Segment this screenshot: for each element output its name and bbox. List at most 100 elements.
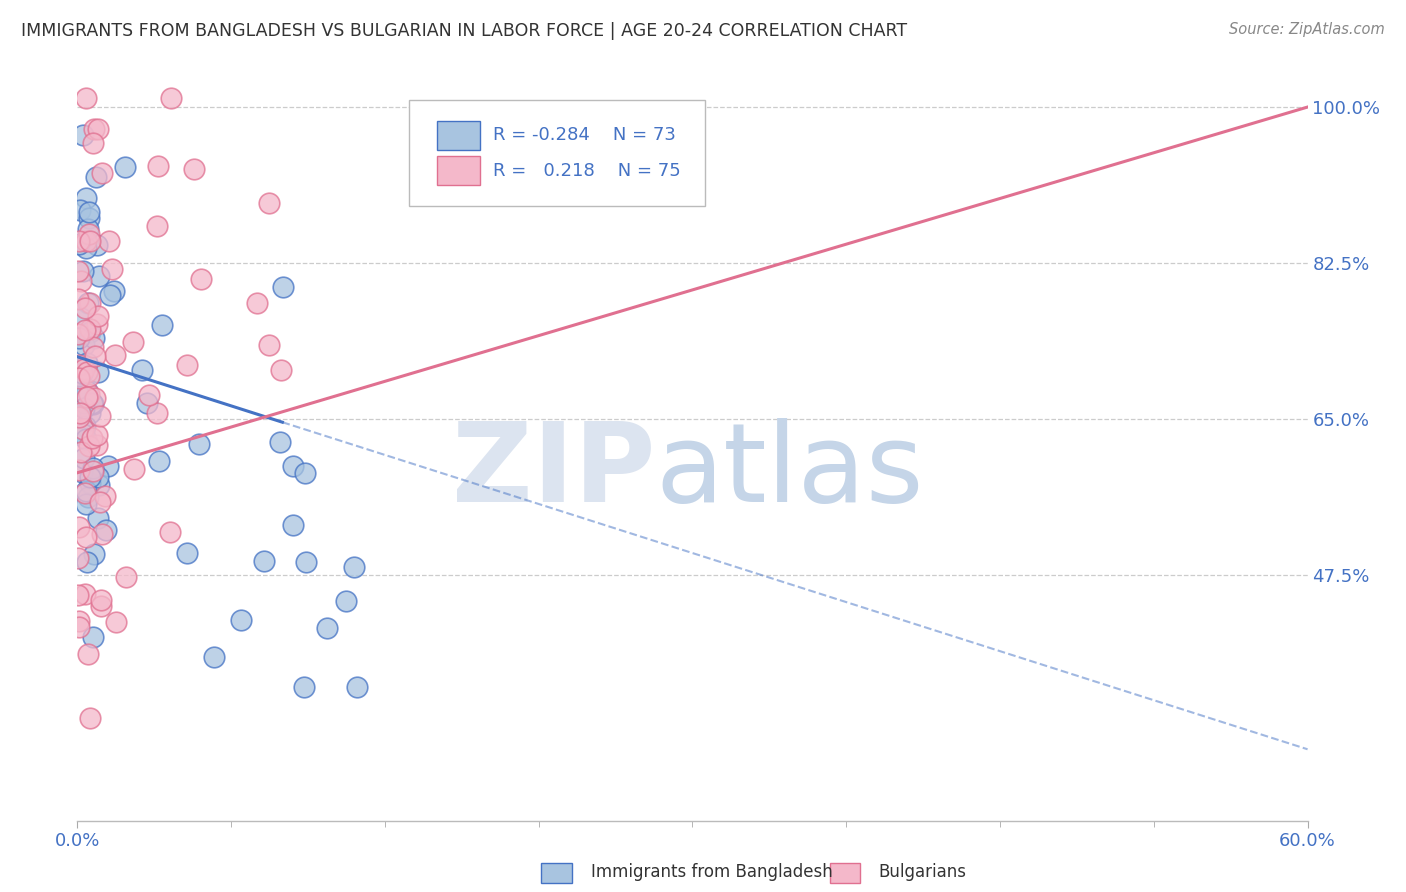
Point: [122, 462, 145, 476]
Point: [94, 489, 117, 503]
Point: [67, 387, 90, 401]
Point: [77, 387, 100, 401]
Text: IMMIGRANTS FROM BANGLADESH VS BULGARIAN IN LABOR FORCE | AGE 20-24 CORRELATION C: IMMIGRANTS FROM BANGLADESH VS BULGARIAN …: [21, 22, 907, 40]
Point: [75, 234, 97, 248]
Point: [67, 326, 90, 341]
Point: [77, 369, 100, 384]
Point: [67, 358, 90, 372]
Point: [75, 486, 97, 500]
Point: [90, 527, 112, 541]
Point: [87, 309, 110, 323]
Point: [76, 356, 98, 370]
Point: [76, 555, 98, 569]
Point: [89, 478, 111, 492]
Point: [83, 349, 105, 363]
Point: [82, 630, 104, 644]
Point: [84, 391, 107, 405]
Point: [94, 524, 117, 538]
Point: [69, 410, 91, 425]
Point: [79, 321, 101, 335]
Point: [283, 518, 305, 533]
Point: [253, 554, 276, 568]
Point: [76, 384, 98, 398]
Text: atlas: atlas: [655, 418, 924, 525]
Point: [67, 368, 90, 383]
Point: [69, 406, 91, 420]
Point: [79, 325, 101, 339]
Point: [202, 650, 225, 665]
Point: [97, 459, 120, 474]
Point: [82, 397, 104, 411]
Point: [79, 711, 101, 725]
Point: [246, 296, 269, 310]
FancyBboxPatch shape: [409, 101, 704, 207]
Point: [146, 406, 169, 420]
Point: [103, 284, 125, 298]
Point: [73, 423, 96, 437]
Bar: [437, 120, 479, 150]
Point: [69, 203, 91, 218]
Point: [72, 422, 94, 436]
Point: [82, 460, 104, 475]
Text: ZIP: ZIP: [453, 418, 655, 525]
Point: [67, 520, 90, 534]
Point: [315, 621, 337, 635]
Point: [295, 555, 318, 569]
Point: [343, 559, 366, 574]
Point: [69, 445, 91, 459]
Point: [76, 365, 98, 379]
Point: [82, 136, 104, 151]
Point: [176, 545, 198, 559]
Point: [69, 274, 91, 288]
Point: [77, 296, 100, 310]
Point: [83, 331, 105, 345]
Point: [73, 419, 96, 434]
Point: [86, 317, 108, 331]
Point: [70, 367, 93, 381]
Point: [75, 191, 97, 205]
Point: [73, 323, 96, 337]
Point: [75, 241, 97, 255]
Point: [67, 264, 90, 278]
Point: [115, 570, 138, 584]
Point: [159, 525, 181, 540]
Point: [73, 361, 96, 376]
Point: [70, 399, 93, 413]
Point: [269, 434, 291, 449]
Point: [77, 491, 100, 505]
Point: [90, 593, 112, 607]
Point: [72, 128, 94, 142]
Point: [146, 219, 169, 233]
Point: [75, 530, 97, 544]
Point: [67, 293, 90, 307]
Point: [70, 465, 93, 479]
Point: [87, 365, 110, 379]
Point: [79, 234, 101, 248]
Text: Immigrants from Bangladesh: Immigrants from Bangladesh: [591, 863, 832, 881]
Point: [86, 438, 108, 452]
Point: [77, 211, 100, 226]
Point: [82, 340, 104, 354]
Point: [72, 450, 94, 465]
Point: [131, 363, 153, 377]
Point: [77, 440, 100, 454]
Point: [73, 587, 96, 601]
Point: [67, 620, 90, 634]
Point: [231, 613, 253, 627]
Point: [335, 594, 357, 608]
Point: [77, 222, 100, 236]
Point: [294, 466, 316, 480]
Point: [73, 401, 96, 415]
Point: [346, 680, 368, 694]
Point: [176, 358, 198, 372]
Point: [67, 237, 90, 252]
Point: [69, 311, 91, 326]
Point: [87, 510, 110, 524]
Point: [67, 462, 90, 476]
Point: [83, 548, 105, 562]
Point: [75, 396, 97, 410]
Point: [150, 318, 173, 332]
Point: [72, 263, 94, 277]
Point: [138, 388, 160, 402]
Point: [82, 464, 104, 478]
